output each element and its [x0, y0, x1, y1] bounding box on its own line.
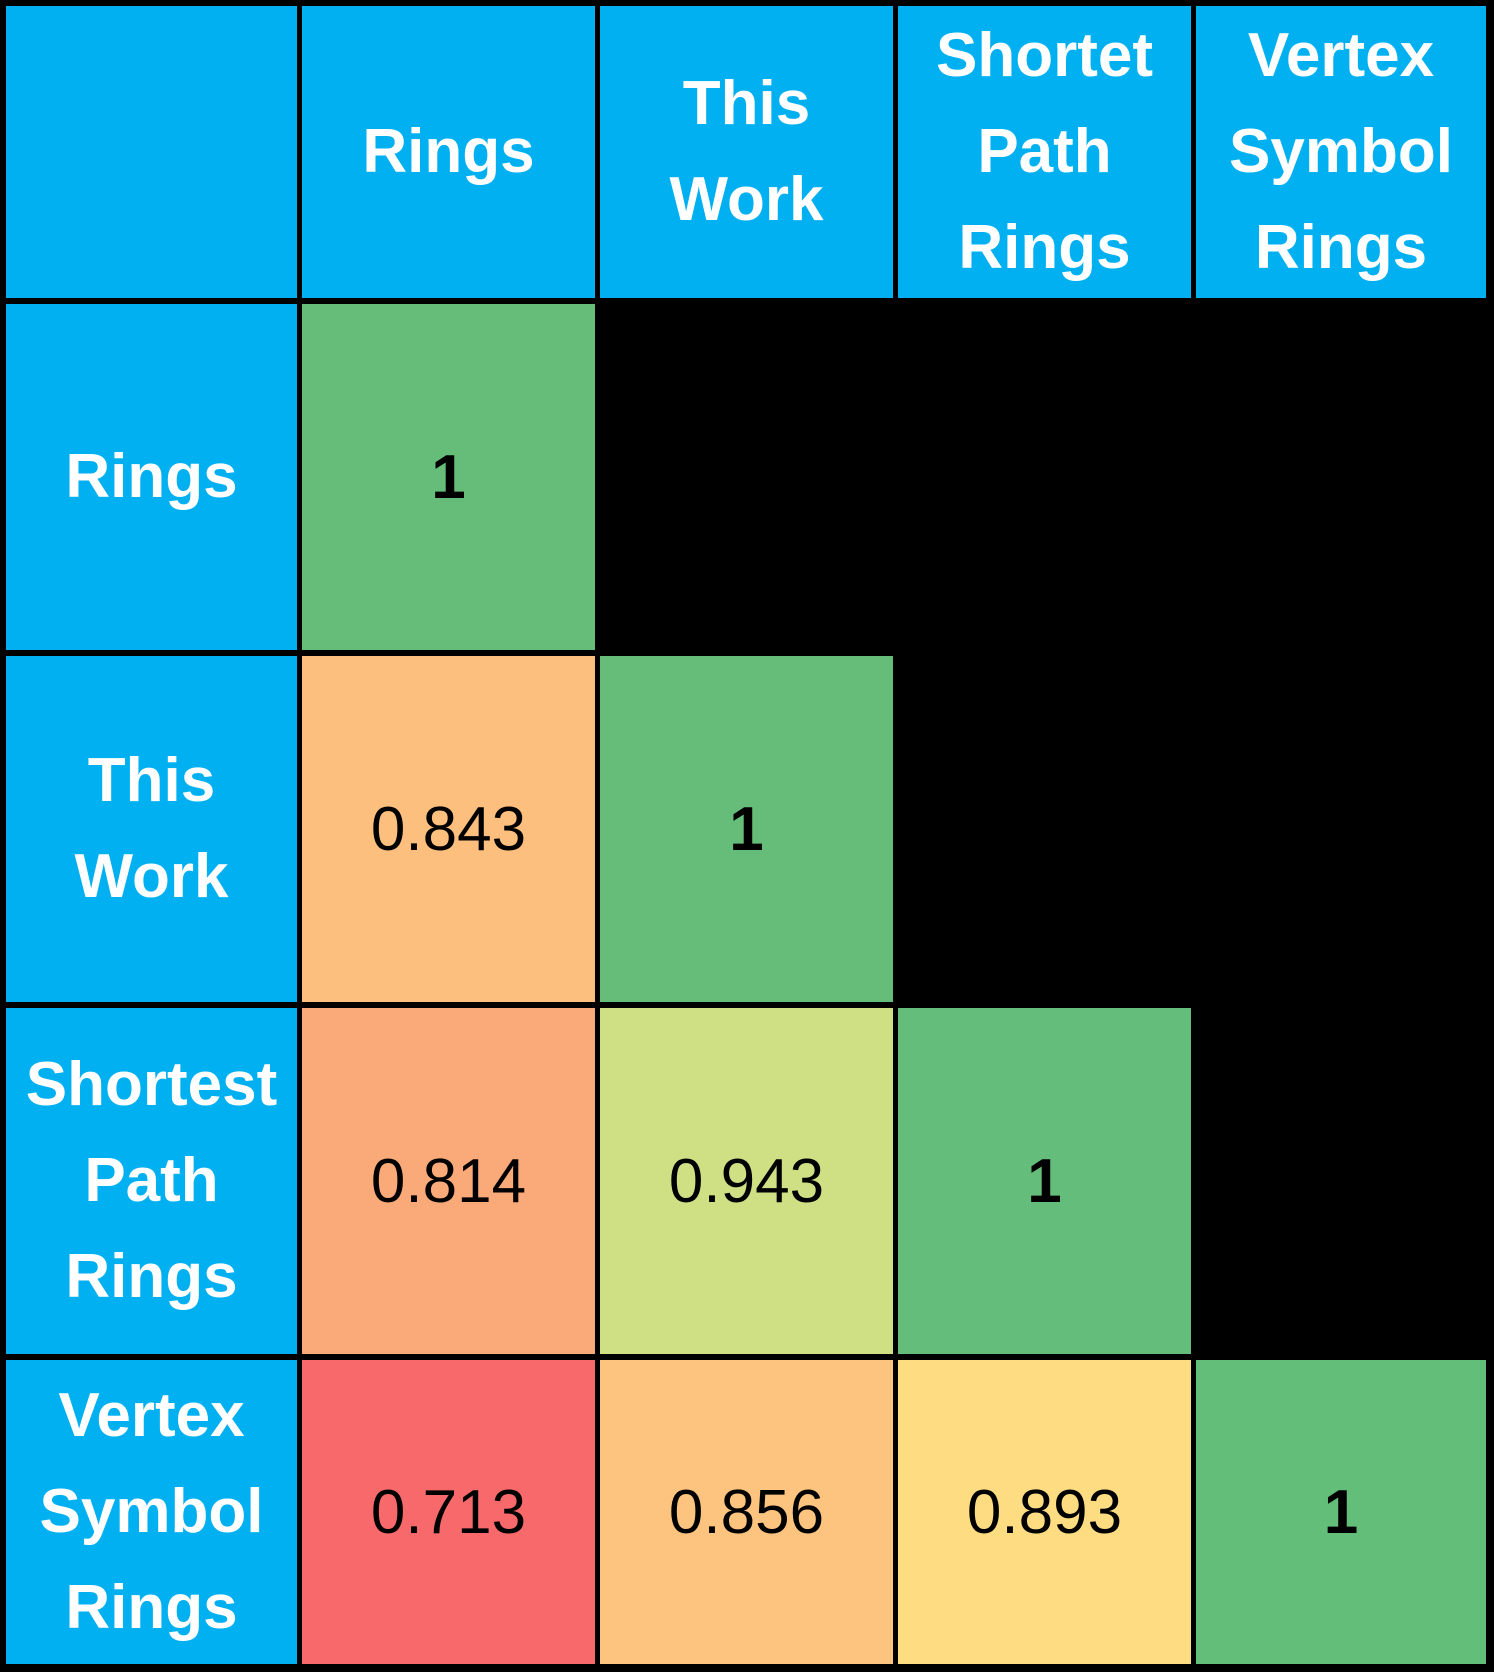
row-header-0-line-0: Rings: [65, 442, 238, 511]
row-header-2: Shortest Path Rings: [6, 1008, 297, 1354]
column-header-0-text: Rings: [358, 104, 538, 200]
row-header-1-text: This Work: [71, 733, 233, 925]
matrix-cell-3-0: 0.713: [302, 1360, 595, 1664]
row-header-1-line-1: Work: [74, 842, 229, 911]
row-header-3-line-0: Vertex: [58, 1381, 245, 1450]
row-header-2-line-0: Shortest: [25, 1050, 278, 1119]
matrix-cell-2-0: 0.814: [302, 1008, 595, 1354]
matrix-cell-1-0: 0.843: [302, 656, 595, 1002]
column-header-3-line-0: Vertex: [1247, 21, 1435, 90]
column-header-1-text: This Work: [666, 56, 828, 248]
row-header-2-line-1: Path: [84, 1146, 219, 1215]
matrix-cell-2-2: 1: [898, 1008, 1191, 1354]
column-header-2-line-2: Rings: [958, 213, 1131, 282]
column-header-3-text: Vertex Symbol Rings: [1225, 8, 1457, 296]
column-header-2: Shortet Path Rings: [898, 6, 1191, 298]
row-header-3-line-2: Rings: [65, 1573, 238, 1642]
column-header-2-line-0: Shortet: [936, 21, 1153, 90]
row-header-3: Vertex Symbol Rings: [6, 1360, 297, 1664]
column-header-3-line-2: Rings: [1254, 213, 1428, 282]
column-header-1: This Work: [600, 6, 893, 298]
row-header-0-text: Rings: [61, 429, 241, 525]
matrix-cell-1-1: 1: [600, 656, 893, 1002]
column-header-3: Vertex Symbol Rings: [1196, 6, 1486, 298]
column-header-2-line-1: Path: [977, 117, 1112, 186]
column-header-3-line-1: Symbol: [1229, 117, 1453, 186]
matrix-cell-3-2: 0.893: [898, 1360, 1191, 1664]
corner-header-cell: [6, 6, 297, 298]
matrix-cell-3-1: 0.856: [600, 1360, 893, 1664]
row-header-1: This Work: [6, 656, 297, 1002]
column-header-1-line-0: This: [682, 69, 811, 138]
row-header-2-text: Shortest Path Rings: [22, 1037, 281, 1325]
column-header-0-line-0: Rings: [362, 117, 535, 186]
matrix-cell-0-0: 1: [302, 304, 595, 650]
column-header-0: Rings: [302, 6, 595, 298]
row-header-3-line-1: Symbol: [39, 1477, 264, 1546]
row-header-0: Rings: [6, 304, 297, 650]
row-header-2-line-2: Rings: [65, 1242, 238, 1311]
column-header-1-line-1: Work: [669, 165, 824, 234]
row-header-3-text: Vertex Symbol Rings: [36, 1368, 268, 1656]
column-header-2-text: Shortet Path Rings: [932, 8, 1157, 296]
row-header-1-line-0: This: [87, 746, 216, 815]
matrix-cell-3-3: 1: [1196, 1360, 1486, 1664]
matrix-cell-2-1: 0.943: [600, 1008, 893, 1354]
